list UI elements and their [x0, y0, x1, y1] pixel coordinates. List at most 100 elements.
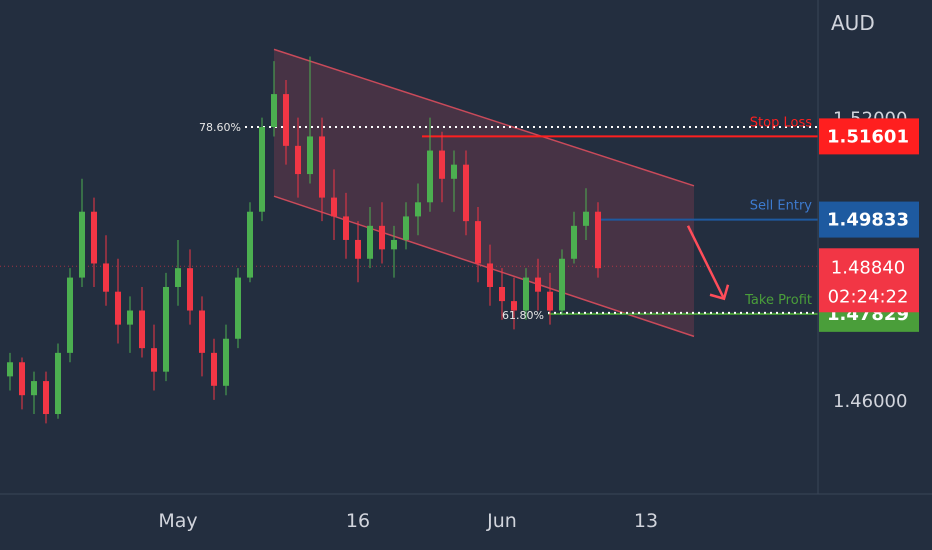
candle: [259, 117, 265, 222]
candle: [451, 150, 457, 212]
candlestick-series: [7, 56, 601, 424]
candle-body: [475, 221, 481, 264]
stop-loss-tag-text: 1.51601: [827, 126, 909, 147]
candle-body: [535, 277, 541, 292]
sell-entry-tag-bg: [819, 201, 919, 238]
fib-lower-label: 61.80%: [502, 309, 544, 322]
stop-loss-label: Stop Loss: [750, 115, 812, 130]
candle: [547, 272, 553, 325]
countdown-text: 02:24:22: [828, 286, 909, 307]
down-arrow-head: [709, 284, 730, 301]
candle: [379, 202, 385, 264]
candle-body: [115, 291, 121, 325]
candle-body: [511, 301, 517, 311]
candle-body: [175, 268, 181, 287]
current-price-tag-bg: [819, 248, 919, 313]
price-tick-label: 1.46000: [833, 391, 907, 412]
time-axis[interactable]: May 16 Jun 13: [158, 510, 658, 532]
candle-body: [439, 150, 445, 179]
candle: [223, 324, 229, 396]
candle: [271, 61, 277, 137]
candle-body: [187, 268, 193, 311]
candle-body: [271, 94, 277, 128]
candle-body: [79, 211, 85, 278]
take-profit-label: Take Profit: [744, 293, 812, 308]
candle-body: [595, 211, 601, 269]
candle: [511, 277, 517, 330]
candle: [343, 192, 349, 259]
candle-body: [379, 225, 385, 250]
candle: [523, 268, 529, 320]
candle: [139, 286, 145, 358]
candle-body: [91, 211, 97, 264]
candle: [115, 258, 121, 344]
candle: [235, 268, 241, 349]
candle-body: [295, 145, 301, 175]
candle: [187, 249, 193, 325]
candle: [559, 249, 565, 316]
candle-body: [151, 348, 157, 372]
candle: [151, 324, 157, 391]
candle: [415, 183, 421, 236]
time-tick-label: May: [158, 510, 197, 532]
candle: [67, 268, 73, 363]
down-arrow-shaft: [686, 225, 726, 300]
candle: [367, 207, 373, 269]
candle: [283, 79, 289, 165]
stop-loss-tag-bg: [819, 118, 919, 155]
candle: [307, 56, 313, 184]
candle: [211, 338, 217, 400]
candle-body: [403, 216, 409, 240]
candle: [79, 178, 85, 287]
candle-body: [247, 211, 253, 278]
candle: [583, 188, 589, 240]
candle-body: [7, 362, 13, 377]
candle: [571, 211, 577, 264]
fib-upper-label: 78.60%: [199, 121, 241, 134]
channel-fill: [274, 49, 694, 337]
candle: [499, 268, 505, 320]
currency-label: AUD: [831, 11, 875, 35]
time-tick-label: 16: [346, 510, 370, 532]
candle-body: [355, 239, 361, 259]
candle-body: [259, 127, 265, 212]
candle: [535, 258, 541, 311]
candle-body: [103, 263, 109, 292]
candle: [199, 296, 205, 377]
candle: [55, 343, 61, 419]
candle: [463, 150, 469, 236]
candle: [247, 202, 253, 283]
candle-body: [559, 258, 565, 311]
candle-body: [487, 263, 493, 287]
candle: [439, 131, 445, 203]
candle: [19, 357, 25, 410]
candle: [7, 352, 13, 391]
candle-body: [139, 310, 145, 349]
candle: [319, 117, 325, 222]
candle-body: [415, 202, 421, 217]
candle-body: [43, 381, 49, 415]
candle-body: [367, 225, 373, 259]
candle-body: [499, 286, 505, 302]
candle: [355, 221, 361, 283]
annotations: Stop Loss Sell Entry Take Profit 78.60% 61.8…: [199, 115, 812, 321]
time-tick-label: Jun: [486, 510, 517, 532]
candle-body: [331, 197, 337, 217]
candle-body: [67, 277, 73, 353]
candle-body: [343, 216, 349, 240]
time-tick-label: 13: [634, 510, 658, 532]
candle-body: [235, 277, 241, 339]
sell-entry-label: Sell Entry: [750, 199, 813, 214]
candle-body: [127, 310, 133, 325]
candle: [43, 371, 49, 424]
candle-body: [523, 277, 529, 311]
candle: [31, 371, 37, 415]
candle-body: [451, 164, 457, 179]
candle-body: [463, 164, 469, 222]
candle: [295, 117, 301, 198]
candle: [427, 117, 433, 212]
candle-body: [391, 239, 397, 250]
candle-body: [547, 291, 553, 311]
